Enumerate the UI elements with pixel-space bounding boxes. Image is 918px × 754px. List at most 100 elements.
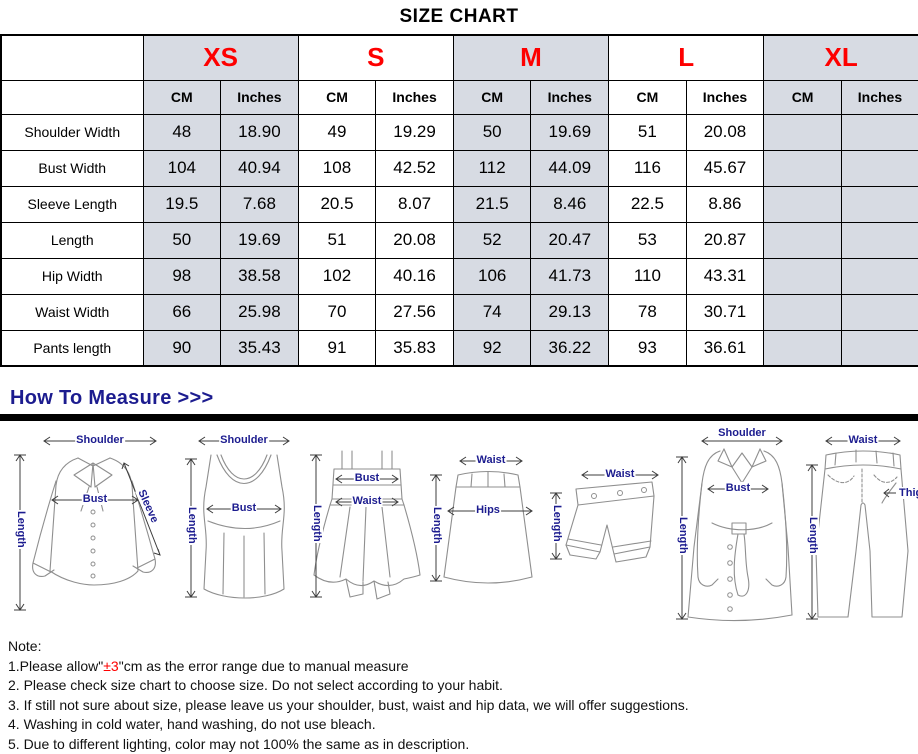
measure-label-length: Length xyxy=(431,506,443,545)
value-cell: 112 xyxy=(453,150,531,186)
table-row: Sleeve Length 19.5 7.68 20.5 8.07 21.5 8… xyxy=(1,186,918,222)
table-row: Bust Width 104 40.94 108 42.52 112 44.09… xyxy=(1,150,918,186)
diagram-tank-top: Shoulder Length Bust xyxy=(183,431,303,621)
row-label: Pants length xyxy=(1,330,143,366)
unit-header-cell: CM xyxy=(453,80,531,114)
value-cell: 25.98 xyxy=(221,294,299,330)
unit-header-cell: Inches xyxy=(686,80,764,114)
note-item: 2. Please check size chart to choose siz… xyxy=(8,676,918,696)
value-cell: 35.83 xyxy=(376,330,454,366)
unit-header-cell: CM xyxy=(764,80,842,114)
measure-label-length: Length xyxy=(551,504,563,543)
note-item: 1.Please allow"±3"cm as the error range … xyxy=(8,657,918,677)
unit-header-cell: Inches xyxy=(221,80,299,114)
value-cell: 40.16 xyxy=(376,258,454,294)
skirt-drawing xyxy=(430,453,540,601)
measure-label-hips: Hips xyxy=(475,504,501,516)
size-header-l: L xyxy=(609,35,764,80)
note-item: 5. Due to different lighting, color may … xyxy=(8,735,918,754)
value-cell: 53 xyxy=(609,222,687,258)
note-highlight: ±3 xyxy=(103,658,118,674)
unit-header-cell: CM xyxy=(609,80,687,114)
how-to-measure-heading: How To Measure >>> xyxy=(10,387,918,410)
measure-label-bust: Bust xyxy=(231,502,257,514)
value-cell: 91 xyxy=(298,330,376,366)
value-cell: 45.67 xyxy=(686,150,764,186)
value-cell: 42.52 xyxy=(376,150,454,186)
value-cell: 7.68 xyxy=(221,186,299,222)
value-cell xyxy=(764,294,842,330)
measure-label-length: Length xyxy=(807,516,819,555)
value-cell xyxy=(764,330,842,366)
value-cell: 20.47 xyxy=(531,222,609,258)
row-label: Waist Width xyxy=(1,294,143,330)
measure-label-bust: Bust xyxy=(725,482,751,494)
row-label: Hip Width xyxy=(1,258,143,294)
notes-heading: Note: xyxy=(8,637,918,657)
diagram-dress: Bust Waist Length xyxy=(310,449,424,621)
diagram-skirt: Waist Length Hips xyxy=(430,453,540,601)
value-cell: 92 xyxy=(453,330,531,366)
value-cell: 20.08 xyxy=(686,114,764,150)
value-cell: 78 xyxy=(609,294,687,330)
value-cell: 29.13 xyxy=(531,294,609,330)
value-cell: 104 xyxy=(143,150,221,186)
value-cell: 66 xyxy=(143,294,221,330)
value-cell: 22.5 xyxy=(609,186,687,222)
tank-top-drawing xyxy=(183,431,303,621)
value-cell xyxy=(764,222,842,258)
note-item: 4. Washing in cold water, hand washing, … xyxy=(8,715,918,735)
measure-label-bust: Bust xyxy=(354,472,380,484)
value-cell: 19.69 xyxy=(221,222,299,258)
page-title: SIZE CHART xyxy=(0,0,918,34)
notes: Note: 1.Please allow"±3"cm as the error … xyxy=(8,637,918,754)
value-cell: 106 xyxy=(453,258,531,294)
table-row: Waist Width 66 25.98 70 27.56 74 29.13 7… xyxy=(1,294,918,330)
row-label: Bust Width xyxy=(1,150,143,186)
value-cell: 98 xyxy=(143,258,221,294)
row-label: Sleeve Length xyxy=(1,186,143,222)
diagram-coat: Shoulder Length Bust xyxy=(668,427,796,625)
measure-label-length: Length xyxy=(186,506,198,545)
value-cell: 19.29 xyxy=(376,114,454,150)
table-row: Shoulder Width 48 18.90 49 19.29 50 19.6… xyxy=(1,114,918,150)
value-cell: 93 xyxy=(609,330,687,366)
measure-label-shoulder: Shoulder xyxy=(219,434,269,446)
value-cell: 70 xyxy=(298,294,376,330)
measure-diagrams: Shoulder Length Bust Sleeve Shoulder Len… xyxy=(0,423,918,629)
value-cell: 110 xyxy=(609,258,687,294)
value-cell: 20.08 xyxy=(376,222,454,258)
value-cell: 48 xyxy=(143,114,221,150)
value-cell: 20.87 xyxy=(686,222,764,258)
corner-cell xyxy=(1,80,143,114)
value-cell xyxy=(841,222,918,258)
note-item: 3. If still not sure about size, please … xyxy=(8,696,918,716)
value-cell: 40.94 xyxy=(221,150,299,186)
unit-header-cell: Inches xyxy=(531,80,609,114)
value-cell: 19.69 xyxy=(531,114,609,150)
value-cell xyxy=(841,186,918,222)
value-cell: 108 xyxy=(298,150,376,186)
value-cell: 116 xyxy=(609,150,687,186)
diagram-shorts: Waist Length xyxy=(546,467,666,579)
table-row: Pants length 90 35.43 91 35.83 92 36.22 … xyxy=(1,330,918,366)
value-cell: 44.09 xyxy=(531,150,609,186)
value-cell: 19.5 xyxy=(143,186,221,222)
size-header-m: M xyxy=(453,35,608,80)
value-cell xyxy=(764,186,842,222)
measure-label-waist: Waist xyxy=(605,468,636,480)
measure-label-length: Length xyxy=(311,504,323,543)
note-text: "cm as the error range due to manual mea… xyxy=(119,658,409,674)
measure-label-bust: Bust xyxy=(82,493,108,505)
value-cell: 8.46 xyxy=(531,186,609,222)
section-divider xyxy=(0,414,918,421)
value-cell: 51 xyxy=(609,114,687,150)
diagram-pants: Waist Length Thigh xyxy=(798,431,918,623)
measure-label-length: Length xyxy=(677,516,689,555)
size-header-xs: XS xyxy=(143,35,298,80)
value-cell xyxy=(841,114,918,150)
value-cell: 49 xyxy=(298,114,376,150)
value-cell: 36.61 xyxy=(686,330,764,366)
value-cell: 50 xyxy=(143,222,221,258)
value-cell: 38.58 xyxy=(221,258,299,294)
